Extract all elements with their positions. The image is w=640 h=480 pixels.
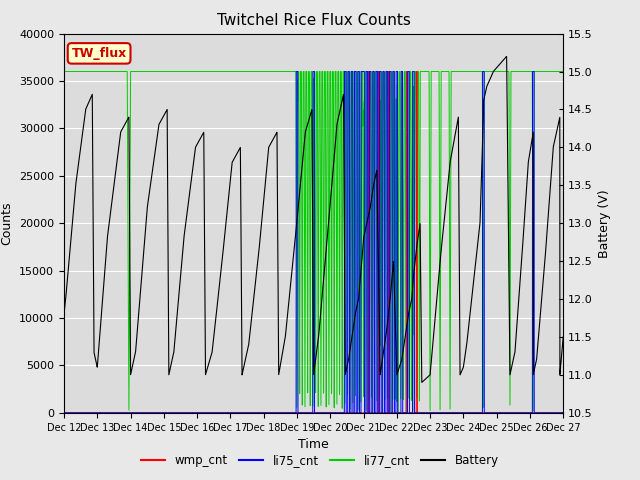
Legend: wmp_cnt, li75_cnt, li77_cnt, Battery: wmp_cnt, li75_cnt, li77_cnt, Battery <box>137 449 503 472</box>
Y-axis label: Battery (V): Battery (V) <box>598 189 611 257</box>
Text: TW_flux: TW_flux <box>72 47 127 60</box>
X-axis label: Time: Time <box>298 438 329 451</box>
Title: Twitchel Rice Flux Counts: Twitchel Rice Flux Counts <box>217 13 410 28</box>
Y-axis label: Counts: Counts <box>1 202 13 245</box>
